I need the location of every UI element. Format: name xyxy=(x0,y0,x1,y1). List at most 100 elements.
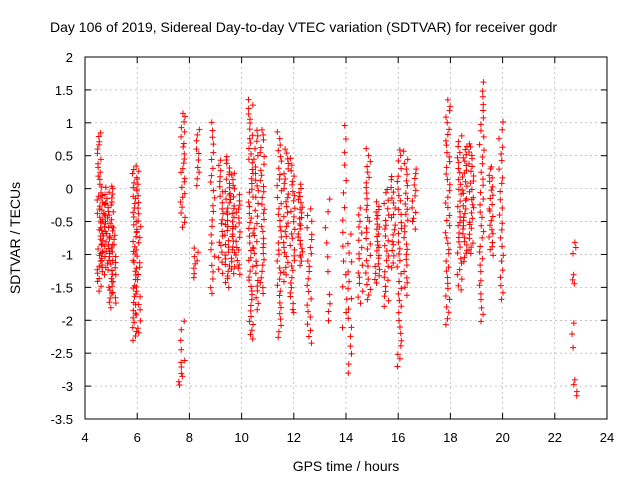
data-point xyxy=(326,300,333,307)
data-point xyxy=(384,277,391,284)
data-point xyxy=(98,206,105,213)
data-point xyxy=(222,261,229,268)
data-point xyxy=(254,306,261,313)
data-point xyxy=(287,242,294,249)
data-point xyxy=(131,319,138,326)
data-point xyxy=(207,246,214,253)
data-point xyxy=(94,210,101,217)
data-point xyxy=(225,268,232,275)
data-point xyxy=(96,203,103,210)
data-point xyxy=(489,230,496,237)
data-point xyxy=(339,229,346,236)
data-point xyxy=(339,324,346,331)
data-point xyxy=(365,276,372,283)
data-point xyxy=(355,211,362,218)
data-point xyxy=(480,133,487,140)
data-point xyxy=(97,258,104,265)
data-point xyxy=(442,200,449,207)
data-point xyxy=(403,177,410,184)
data-point xyxy=(394,178,401,185)
data-point xyxy=(277,153,284,160)
data-point xyxy=(460,202,467,209)
data-point xyxy=(219,270,226,277)
data-point xyxy=(461,210,468,217)
data-point xyxy=(376,272,383,279)
data-point xyxy=(403,166,410,173)
data-point xyxy=(443,114,450,121)
data-point xyxy=(395,192,402,199)
data-point xyxy=(461,158,468,165)
data-point xyxy=(381,293,388,300)
data-point xyxy=(297,252,304,259)
data-point xyxy=(275,147,282,154)
data-point xyxy=(490,252,497,259)
data-point xyxy=(359,262,366,269)
data-point xyxy=(363,179,370,186)
data-point xyxy=(130,221,137,228)
data-point xyxy=(180,160,187,167)
data-point xyxy=(260,250,267,257)
data-point xyxy=(468,152,475,159)
data-point xyxy=(112,253,119,260)
data-point xyxy=(178,133,185,140)
data-point xyxy=(381,226,388,233)
data-point xyxy=(135,271,142,278)
data-point xyxy=(396,317,403,324)
data-point xyxy=(569,276,576,283)
data-point xyxy=(400,148,407,155)
data-point xyxy=(365,152,372,159)
data-point xyxy=(396,297,403,304)
data-point xyxy=(218,220,225,227)
data-point xyxy=(109,227,116,234)
data-point xyxy=(248,288,255,295)
data-point xyxy=(571,376,578,383)
data-point xyxy=(443,142,450,149)
x-tick-label: 20 xyxy=(495,430,509,445)
data-point xyxy=(326,196,333,203)
data-point xyxy=(195,249,202,256)
data-point xyxy=(366,218,373,225)
data-point xyxy=(257,149,264,156)
data-point xyxy=(347,343,354,350)
data-point xyxy=(276,292,283,299)
data-point xyxy=(94,146,101,153)
data-point xyxy=(251,225,258,232)
data-point xyxy=(249,102,256,109)
data-point xyxy=(194,131,201,138)
data-point xyxy=(499,289,506,296)
data-point xyxy=(253,220,260,227)
data-point xyxy=(255,187,262,194)
data-point xyxy=(245,199,252,206)
data-point xyxy=(297,237,304,244)
data-point xyxy=(260,235,267,242)
data-point xyxy=(446,212,453,219)
data-point xyxy=(385,252,392,259)
data-point xyxy=(254,132,261,139)
data-point xyxy=(343,309,350,316)
data-point xyxy=(132,233,139,240)
data-point xyxy=(340,189,347,196)
data-point xyxy=(396,355,403,362)
data-point xyxy=(469,163,476,170)
data-point xyxy=(345,370,352,377)
data-point xyxy=(217,242,224,249)
data-point xyxy=(457,198,464,205)
y-tick-label: 0 xyxy=(66,182,73,197)
data-point xyxy=(285,165,292,172)
data-point xyxy=(130,193,137,200)
data-point xyxy=(478,304,485,311)
data-point xyxy=(255,300,262,307)
data-point xyxy=(217,193,224,200)
data-point xyxy=(250,156,257,163)
data-point xyxy=(230,270,237,277)
data-point xyxy=(395,290,402,297)
data-point xyxy=(135,301,142,308)
data-point xyxy=(130,337,137,344)
data-point xyxy=(276,135,283,142)
data-point xyxy=(385,197,392,204)
data-point xyxy=(254,213,261,220)
data-point xyxy=(208,223,215,230)
data-point xyxy=(259,262,266,269)
data-point xyxy=(388,195,395,202)
data-point xyxy=(288,284,295,291)
